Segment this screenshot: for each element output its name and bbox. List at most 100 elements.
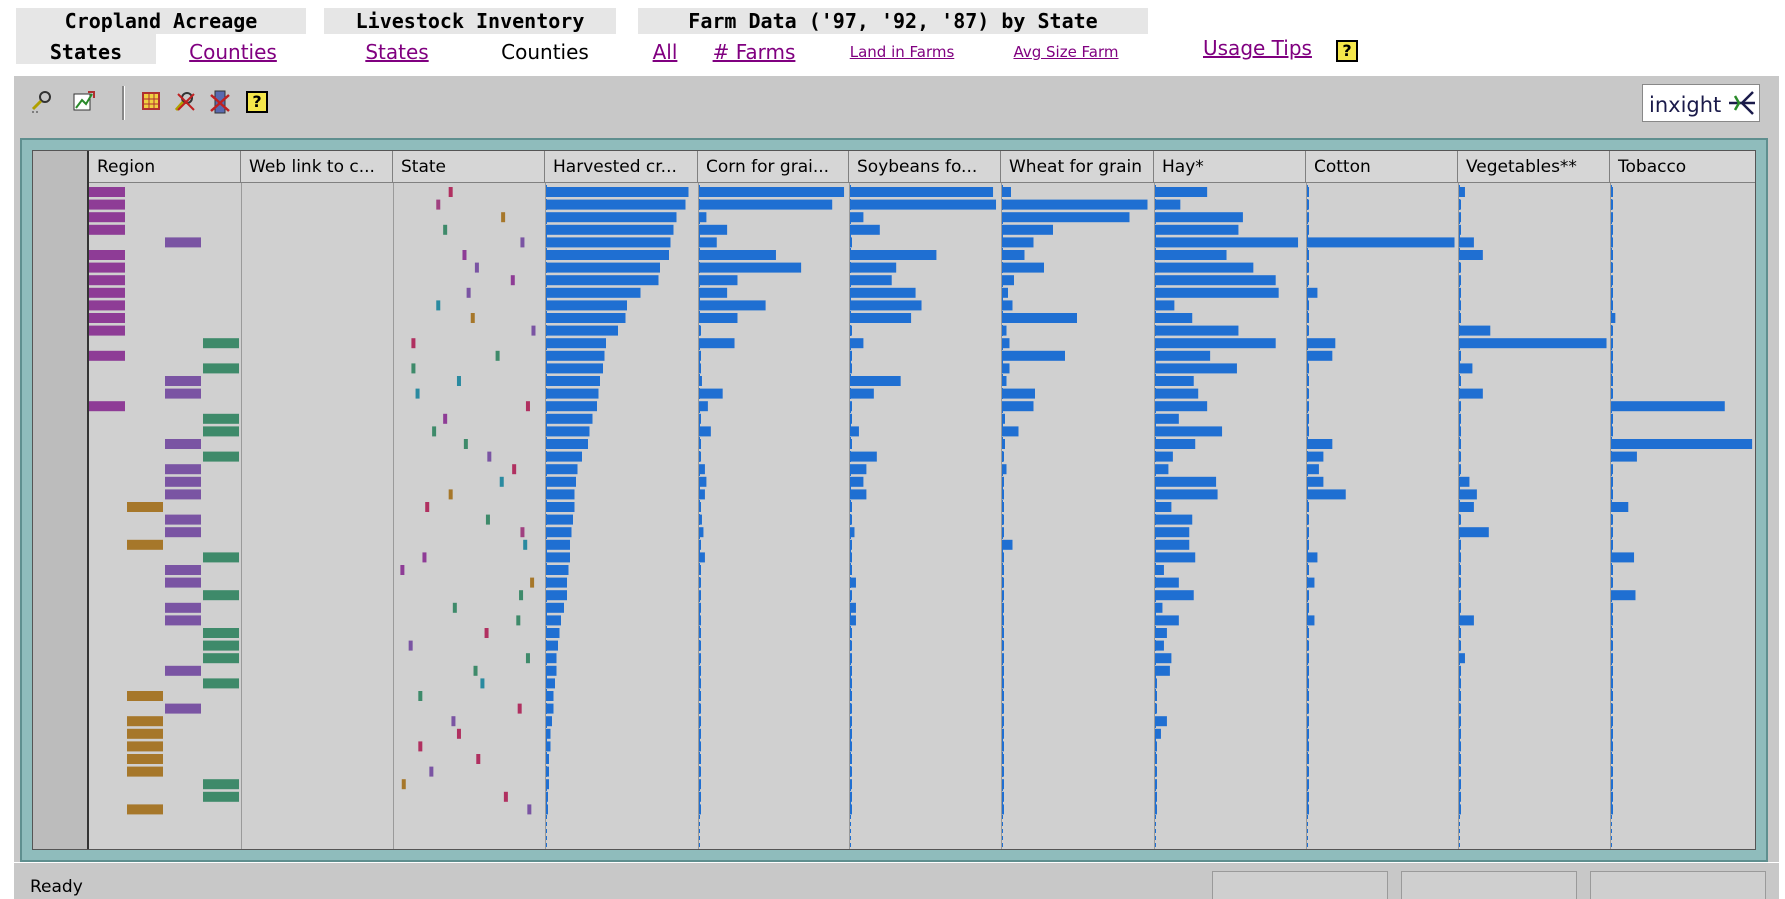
column-divider[interactable]	[849, 183, 850, 849]
soybeans-bar	[850, 779, 852, 790]
column-header-soybeans[interactable]: Soybeans fo...	[849, 151, 1001, 183]
cotton-bar	[1307, 476, 1324, 487]
harvested-bar	[546, 754, 549, 764]
clear-selection-icon[interactable]	[172, 88, 200, 116]
region-mark	[127, 766, 163, 777]
farm-data-avg-size-link[interactable]: Avg Size Farm	[1013, 43, 1119, 61]
tobacco-bar	[1611, 287, 1613, 298]
livestock-counties-tab[interactable]: Counties	[501, 40, 589, 64]
hay-bar	[1155, 401, 1208, 412]
cropland-counties-link[interactable]: Counties	[189, 40, 277, 64]
corn-bar	[699, 464, 705, 475]
row-header-column[interactable]	[33, 151, 89, 849]
column-divider[interactable]	[545, 183, 546, 849]
soybeans-bar	[850, 401, 852, 412]
column-header-state[interactable]: State	[393, 151, 545, 183]
wheat-bar	[1002, 363, 1010, 374]
tobacco-bar	[1611, 791, 1613, 802]
hay-bar	[1155, 766, 1157, 777]
hay-bar	[1155, 237, 1299, 248]
cotton-bar	[1307, 338, 1336, 349]
delete-column-icon[interactable]	[206, 88, 234, 116]
hay-bar	[1155, 539, 1190, 550]
cotton-bar	[1307, 741, 1309, 752]
hay-bar	[1155, 691, 1157, 701]
harvested-bar	[546, 527, 572, 538]
tobacco-bar	[1611, 363, 1613, 374]
corn-bar	[699, 527, 704, 538]
column-divider[interactable]	[1001, 183, 1002, 849]
livestock-states-link[interactable]: States	[365, 40, 429, 64]
harvested-bar	[546, 300, 627, 311]
farm-data-farms-link[interactable]: # Farms	[712, 40, 796, 64]
cotton-bar	[1307, 224, 1309, 235]
state-mark	[516, 615, 521, 626]
soybeans-bar	[850, 237, 852, 248]
state-mark	[527, 804, 532, 815]
vegetables-bar	[1459, 502, 1474, 512]
help-icon[interactable]: ?	[246, 91, 268, 113]
column-header-harvested[interactable]: Harvested cr...	[545, 151, 698, 183]
vegetables-bar	[1459, 741, 1461, 752]
corn-bar	[699, 539, 701, 550]
select-tool-icon[interactable]	[28, 88, 56, 116]
column-header-vegetables[interactable]: Vegetables**	[1458, 151, 1610, 183]
tobacco-bar	[1611, 577, 1613, 588]
column-divider[interactable]	[698, 183, 699, 849]
soybeans-bar	[850, 615, 856, 626]
column-header-wheat[interactable]: Wheat for grain	[1001, 151, 1154, 183]
grid-select-icon[interactable]	[138, 88, 166, 116]
region-mark	[89, 287, 125, 298]
wheat-bar	[1002, 615, 1004, 626]
state-mark	[519, 590, 524, 601]
hay-bar	[1155, 476, 1217, 487]
column-header-tobacco[interactable]: Tobacco	[1610, 151, 1755, 183]
region-mark	[203, 426, 239, 437]
column-divider[interactable]	[393, 183, 394, 849]
harvested-bar	[546, 665, 557, 676]
wheat-bar	[1002, 413, 1005, 424]
region-mark	[165, 703, 201, 714]
column-header-corn[interactable]: Corn for grai...	[698, 151, 849, 183]
wheat-bar	[1002, 779, 1004, 790]
column-divider[interactable]	[1610, 183, 1611, 849]
state-mark	[512, 464, 517, 475]
column-divider[interactable]	[1306, 183, 1307, 849]
state-mark	[443, 224, 448, 235]
column-header-cotton[interactable]: Cotton	[1306, 151, 1458, 183]
column-header-web-link[interactable]: Web link to c...	[241, 151, 393, 183]
column-header-hay[interactable]: Hay*	[1154, 151, 1306, 183]
table-lens-grid[interactable]: Region Web link to c... State Harvested cr.…	[32, 150, 1756, 850]
hay-bar	[1155, 187, 1208, 197]
soybeans-bar	[850, 287, 916, 298]
column-divider[interactable]	[1154, 183, 1155, 849]
cropland-states-tab[interactable]: States	[16, 34, 156, 64]
vegetables-bar	[1459, 401, 1461, 412]
soybeans-bar	[850, 502, 852, 512]
hay-bar	[1155, 602, 1163, 613]
farm-data-all-link[interactable]: All	[652, 40, 678, 64]
state-mark	[448, 489, 453, 500]
cotton-bar	[1307, 552, 1318, 563]
state-mark	[517, 703, 522, 714]
harvested-bar	[546, 615, 561, 626]
harvested-bar	[546, 703, 554, 714]
cotton-bar	[1307, 325, 1309, 336]
cotton-bar	[1307, 691, 1309, 701]
harvested-bar	[546, 426, 590, 437]
column-header-region[interactable]: Region	[89, 151, 241, 183]
usage-tips-help-icon[interactable]: ?	[1336, 40, 1358, 62]
column-divider[interactable]	[1458, 183, 1459, 849]
farm-data-land-link[interactable]: Land in Farms	[849, 43, 955, 61]
vegetables-bar	[1459, 577, 1461, 588]
usage-tips-link[interactable]: Usage Tips	[1203, 36, 1312, 60]
region-mark	[89, 313, 125, 323]
wheat-bar	[1002, 502, 1004, 512]
corn-bar	[699, 476, 707, 487]
chart-export-icon[interactable]	[70, 88, 98, 116]
soybeans-bar	[850, 313, 912, 323]
soybeans-bar	[850, 628, 852, 638]
region-mark	[203, 552, 239, 563]
soybeans-bar	[850, 703, 852, 714]
column-divider[interactable]	[241, 183, 242, 849]
